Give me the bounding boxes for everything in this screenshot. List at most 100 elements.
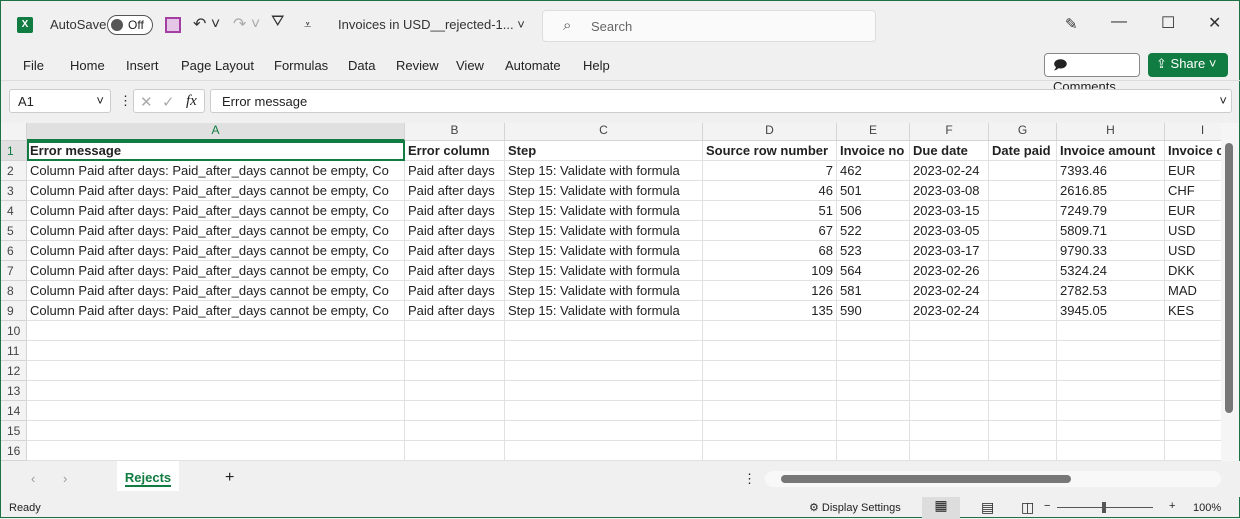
close-icon[interactable]: ✕	[1208, 15, 1222, 32]
cell[interactable]	[27, 421, 405, 441]
cell[interactable]: Step 15: Validate with formula	[505, 241, 703, 261]
header-cell[interactable]: Error column	[405, 141, 505, 161]
column-header-C[interactable]: C	[505, 123, 703, 141]
vertical-scrollbar[interactable]	[1221, 123, 1239, 461]
row-header[interactable]: 6	[1, 241, 27, 261]
cell[interactable]	[837, 421, 910, 441]
cell[interactable]	[989, 381, 1057, 401]
cell[interactable]: 2023-03-05	[910, 221, 989, 241]
cell[interactable]: 2023-03-15	[910, 201, 989, 221]
cell[interactable]	[910, 441, 989, 461]
cell[interactable]: 2023-03-08	[910, 181, 989, 201]
cell[interactable]: Paid after days	[405, 221, 505, 241]
cell[interactable]	[837, 381, 910, 401]
cell[interactable]: Step 15: Validate with formula	[505, 281, 703, 301]
page-layout-view-icon[interactable]: ▤	[981, 499, 995, 515]
cell[interactable]	[837, 361, 910, 381]
cell[interactable]	[910, 361, 989, 381]
cell[interactable]	[989, 221, 1057, 241]
cell[interactable]	[989, 341, 1057, 361]
cell[interactable]: Paid after days	[405, 181, 505, 201]
cell[interactable]	[405, 381, 505, 401]
cell[interactable]: 2782.53	[1057, 281, 1165, 301]
cell[interactable]: 581	[837, 281, 910, 301]
tab-data[interactable]: Data	[348, 58, 376, 73]
tab-help[interactable]: Help	[583, 58, 610, 73]
cell[interactable]: Paid after days	[405, 241, 505, 261]
cell[interactable]	[989, 441, 1057, 461]
cell[interactable]	[505, 421, 703, 441]
cell[interactable]: 501	[837, 181, 910, 201]
cell[interactable]: Paid after days	[405, 301, 505, 321]
cell[interactable]: 2616.85	[1057, 181, 1165, 201]
display-settings-button[interactable]: ⚙ Display Settings	[809, 502, 901, 514]
cell[interactable]	[703, 321, 837, 341]
autosave-toggle[interactable]: Off	[107, 15, 153, 35]
cell[interactable]	[910, 321, 989, 341]
scroll-thumb[interactable]	[781, 475, 1071, 483]
cell[interactable]: 67	[703, 221, 837, 241]
filename[interactable]: Invoices in USD__rejected-1... ˅	[338, 17, 525, 32]
cell[interactable]	[989, 261, 1057, 281]
cell[interactable]: 7393.46	[1057, 161, 1165, 181]
cell[interactable]	[1057, 321, 1165, 341]
share-button[interactable]: ⇪ Share ˅	[1148, 53, 1228, 77]
column-header-G[interactable]: G	[989, 123, 1057, 141]
cell[interactable]	[1165, 441, 1221, 461]
zoom-out-icon[interactable]: −	[1044, 500, 1051, 512]
search-box[interactable]: ⌕ Search	[542, 10, 876, 42]
cell[interactable]	[989, 301, 1057, 321]
cell[interactable]	[1057, 421, 1165, 441]
cell[interactable]: KES	[1165, 301, 1221, 321]
cell[interactable]: Column Paid after days: Paid_after_days …	[27, 301, 405, 321]
row-header[interactable]: 7	[1, 261, 27, 281]
header-cell[interactable]: Invoice amount	[1057, 141, 1165, 161]
cell[interactable]: 2023-02-24	[910, 301, 989, 321]
cell[interactable]	[1057, 401, 1165, 421]
cell[interactable]: 523	[837, 241, 910, 261]
cell[interactable]: 522	[837, 221, 910, 241]
save-icon[interactable]	[165, 17, 181, 33]
select-all-corner[interactable]	[1, 123, 27, 141]
cell[interactable]: 109	[703, 261, 837, 281]
next-sheet-icon[interactable]: ›	[63, 471, 68, 486]
cell[interactable]: Paid after days	[405, 201, 505, 221]
cell[interactable]: 2023-02-24	[910, 281, 989, 301]
cell[interactable]: 564	[837, 261, 910, 281]
cell[interactable]	[837, 341, 910, 361]
cell[interactable]: 51	[703, 201, 837, 221]
cell[interactable]	[910, 381, 989, 401]
cell[interactable]: 590	[837, 301, 910, 321]
cell[interactable]	[505, 361, 703, 381]
scroll-thumb[interactable]	[1225, 143, 1233, 413]
tab-automate[interactable]: Automate	[505, 58, 561, 73]
column-header-H[interactable]: H	[1057, 123, 1165, 141]
header-cell[interactable]: Date paid	[989, 141, 1057, 161]
maximize-icon[interactable]: ☐	[1161, 15, 1176, 32]
header-cell[interactable]: Source row number	[703, 141, 837, 161]
row-header[interactable]: 8	[1, 281, 27, 301]
cancel-icon[interactable]: ✕	[140, 94, 153, 111]
cell[interactable]: 5809.71	[1057, 221, 1165, 241]
cell[interactable]	[505, 381, 703, 401]
sheet-tab-rejects[interactable]: Rejects	[117, 461, 179, 491]
cell[interactable]: 46	[703, 181, 837, 201]
header-cell[interactable]: Invoice no	[837, 141, 910, 161]
cell[interactable]: Column Paid after days: Paid_after_days …	[27, 161, 405, 181]
tab-formulas[interactable]: Formulas	[274, 58, 329, 73]
zoom-slider-handle[interactable]	[1102, 502, 1106, 513]
cell[interactable]: 135	[703, 301, 837, 321]
cell[interactable]	[1057, 441, 1165, 461]
cell[interactable]: 7249.79	[1057, 201, 1165, 221]
cell[interactable]	[27, 341, 405, 361]
cell[interactable]	[405, 321, 505, 341]
cell[interactable]	[703, 361, 837, 381]
formula-input[interactable]: Error message ˅	[210, 89, 1232, 113]
cell[interactable]: 2023-02-24	[910, 161, 989, 181]
cell[interactable]	[27, 361, 405, 381]
tab-home[interactable]: Home	[70, 58, 105, 73]
cell[interactable]: Step 15: Validate with formula	[505, 261, 703, 281]
row-header[interactable]: 15	[1, 421, 27, 441]
cell[interactable]	[703, 341, 837, 361]
tab-review[interactable]: Review	[396, 58, 439, 73]
